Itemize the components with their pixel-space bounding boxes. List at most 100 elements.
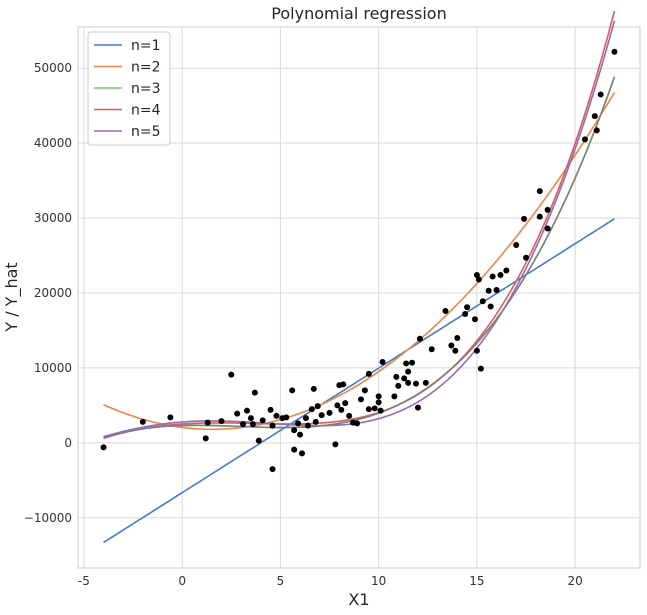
scatter-points-layer (100, 48, 618, 473)
plot-area (77, 26, 641, 569)
data-point (289, 387, 296, 394)
data-point (139, 418, 146, 425)
chart-title: Polynomial regression (271, 4, 446, 23)
data-point (403, 360, 410, 367)
data-point (365, 370, 372, 377)
y-tick-label: 0 (64, 436, 72, 450)
x-tick-label: 20 (568, 574, 583, 588)
data-point (523, 254, 530, 261)
data-point (405, 368, 412, 375)
data-point (428, 346, 435, 353)
data-point (379, 358, 386, 365)
data-point (273, 412, 280, 419)
data-point (234, 410, 241, 417)
fit-line-n1 (103, 218, 615, 544)
y-tick-label: −10000 (24, 511, 72, 525)
data-point (536, 188, 543, 195)
x-axis-title: X1 (348, 590, 369, 609)
data-point (414, 404, 421, 411)
data-point (471, 316, 478, 323)
data-point (409, 359, 416, 366)
data-point (297, 431, 304, 438)
data-point (477, 365, 484, 372)
data-point (591, 113, 598, 120)
data-point (310, 385, 317, 392)
x-tick-label: 15 (469, 574, 484, 588)
data-point (485, 287, 492, 294)
data-point (473, 272, 480, 279)
data-point (269, 422, 276, 429)
data-point (326, 409, 333, 416)
x-tick-label: 0 (178, 574, 186, 588)
legend: n=1 n=2 n=3 n=4 n=5 (87, 31, 171, 146)
fit-line-n2 (103, 92, 616, 431)
data-point (218, 418, 225, 425)
data-point (452, 347, 459, 354)
data-point (493, 287, 500, 294)
y-tick-label: 20000 (34, 286, 72, 300)
data-point (497, 272, 504, 279)
data-point (405, 379, 412, 386)
legend-label: n=3 (131, 81, 161, 97)
data-point (544, 206, 551, 213)
y-tick-label: 40000 (34, 136, 72, 150)
data-point (448, 342, 455, 349)
data-point (259, 417, 266, 424)
data-point (269, 466, 276, 473)
data-point (597, 91, 604, 98)
data-point (100, 444, 107, 451)
legend-label: n=4 (131, 103, 161, 119)
data-point (475, 276, 482, 283)
data-point (204, 419, 211, 426)
y-tick-label: 50000 (34, 61, 72, 75)
data-point (243, 407, 250, 414)
tick-labels-layer: -5 0 5 10 15 20 −10000 0 10000 20000 30000 40000 500… (24, 61, 583, 588)
legend-label: n=2 (131, 60, 161, 76)
data-point (228, 371, 235, 378)
data-point (346, 412, 353, 419)
data-point (295, 420, 302, 427)
data-point (377, 407, 384, 414)
data-point (334, 402, 341, 409)
data-point (299, 450, 306, 457)
data-point (357, 396, 364, 403)
data-point (473, 347, 480, 354)
data-point (375, 393, 382, 400)
data-point (318, 412, 325, 419)
fit-line-n4 (103, 10, 616, 439)
data-point (422, 379, 429, 386)
data-point (412, 380, 419, 387)
data-point (283, 414, 290, 421)
data-point (291, 446, 298, 453)
data-point (513, 242, 520, 249)
y-axis-title: Y / Y_hat (2, 262, 22, 332)
data-point (371, 405, 378, 412)
data-point (536, 213, 543, 220)
data-point (442, 307, 449, 314)
data-point (202, 435, 209, 442)
data-point (340, 381, 347, 388)
data-point (611, 48, 618, 55)
data-point (521, 215, 528, 222)
data-point (581, 136, 588, 143)
data-point (302, 415, 309, 422)
data-point (167, 414, 174, 421)
data-point (593, 127, 600, 134)
data-point (503, 267, 510, 274)
data-point (375, 399, 382, 406)
data-point (462, 310, 469, 317)
data-point (489, 273, 496, 280)
data-point (395, 382, 402, 389)
y-tick-label: 30000 (34, 211, 72, 225)
data-point (247, 415, 254, 422)
data-point (338, 406, 345, 413)
data-point (391, 393, 398, 400)
data-point (240, 421, 247, 428)
data-point (401, 375, 408, 382)
data-point (291, 427, 298, 434)
y-tick-label: 10000 (34, 361, 72, 375)
data-point (255, 437, 262, 444)
legend-label: n=5 (131, 124, 161, 140)
data-point (342, 400, 349, 407)
